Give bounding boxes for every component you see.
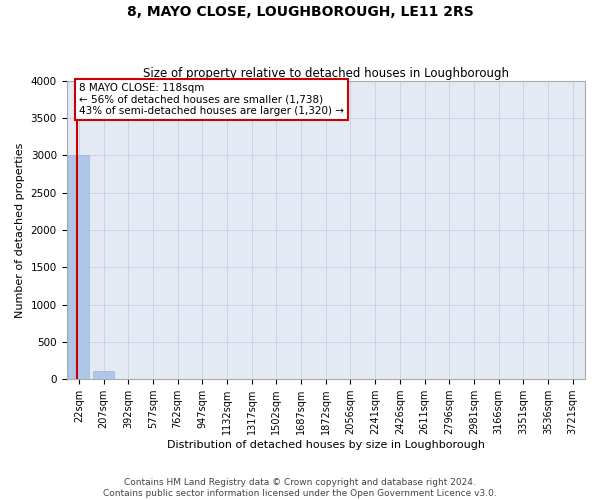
Text: Contains HM Land Registry data © Crown copyright and database right 2024.
Contai: Contains HM Land Registry data © Crown c… xyxy=(103,478,497,498)
Text: 8 MAYO CLOSE: 118sqm
← 56% of detached houses are smaller (1,738)
43% of semi-de: 8 MAYO CLOSE: 118sqm ← 56% of detached h… xyxy=(79,83,344,116)
Title: Size of property relative to detached houses in Loughborough: Size of property relative to detached ho… xyxy=(143,66,509,80)
Y-axis label: Number of detached properties: Number of detached properties xyxy=(15,142,25,318)
X-axis label: Distribution of detached houses by size in Loughborough: Distribution of detached houses by size … xyxy=(167,440,485,450)
Text: 8, MAYO CLOSE, LOUGHBOROUGH, LE11 2RS: 8, MAYO CLOSE, LOUGHBOROUGH, LE11 2RS xyxy=(127,5,473,19)
Bar xyxy=(68,156,89,379)
Bar xyxy=(93,372,114,379)
